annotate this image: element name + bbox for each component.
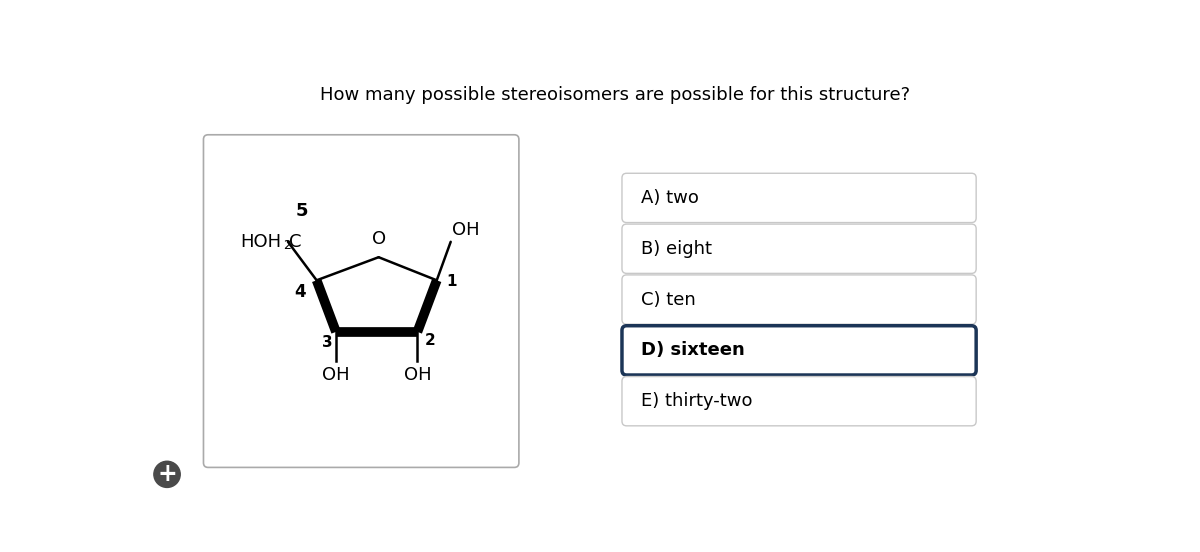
Text: 3: 3: [323, 335, 332, 350]
Text: D) sixteen: D) sixteen: [641, 341, 744, 359]
Text: A) two: A) two: [641, 189, 698, 207]
FancyBboxPatch shape: [622, 326, 976, 375]
Text: E) thirty-two: E) thirty-two: [641, 392, 752, 410]
FancyBboxPatch shape: [622, 224, 976, 273]
Text: B) eight: B) eight: [641, 240, 712, 258]
Text: OH: OH: [322, 366, 350, 384]
FancyBboxPatch shape: [622, 173, 976, 222]
Text: How many possible stereoisomers are possible for this structure?: How many possible stereoisomers are poss…: [320, 86, 910, 104]
Text: 4: 4: [294, 283, 306, 301]
Text: 5: 5: [295, 202, 308, 220]
Text: O: O: [372, 230, 385, 248]
FancyBboxPatch shape: [622, 376, 976, 426]
Text: C: C: [289, 233, 302, 251]
Text: OH: OH: [403, 366, 431, 384]
Text: C) ten: C) ten: [641, 290, 695, 309]
Text: +: +: [157, 463, 176, 486]
Text: HOH: HOH: [241, 233, 282, 251]
Circle shape: [154, 461, 180, 487]
FancyBboxPatch shape: [622, 275, 976, 324]
Text: 2: 2: [283, 239, 292, 252]
FancyBboxPatch shape: [204, 135, 518, 468]
Text: 2: 2: [425, 333, 436, 348]
Text: 1: 1: [446, 274, 456, 289]
Text: OH: OH: [452, 221, 480, 238]
